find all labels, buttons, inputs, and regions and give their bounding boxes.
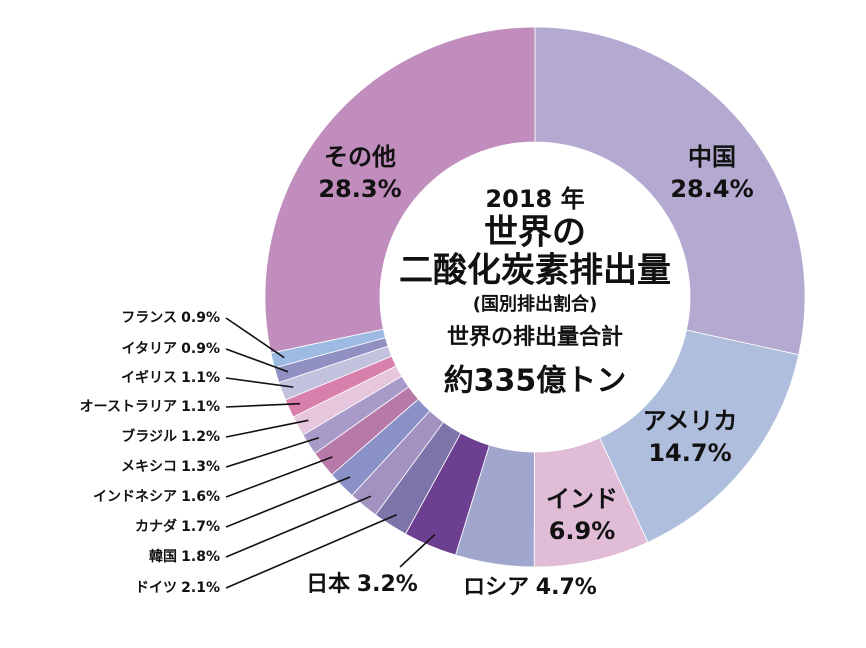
category-label: オーストラリア	[80, 399, 177, 415]
slice-label: ロシア 4.7%	[463, 575, 597, 600]
category-label: 日本	[306, 572, 350, 597]
slice-label: 韓国 1.8%	[149, 548, 220, 565]
value-label: 0.9%	[181, 341, 220, 357]
category-label: インドネシア	[93, 489, 177, 505]
subtitle: (国別排出割合)	[473, 293, 597, 315]
category-label: イタリア	[122, 341, 177, 357]
year: 2018 年	[485, 185, 584, 213]
value-label: 0.9%	[181, 310, 220, 326]
value-label: 1.8%	[181, 549, 220, 565]
category-label: その他	[324, 143, 396, 171]
title-line2: 二酸化炭素排出量	[399, 251, 671, 291]
slice-label: イタリア 0.9%	[122, 341, 220, 357]
center-text: 2018 年 世界の 二酸化炭素排出量 (国別排出割合) 世界の排出量合計 約3…	[399, 185, 671, 399]
segments	[264, 26, 806, 568]
category-label: メキシコ	[121, 459, 177, 475]
category-label: ブラジル	[121, 428, 177, 445]
slice-label: インドネシア 1.6%	[93, 489, 220, 505]
leader-line	[225, 377, 294, 388]
category-label: アメリカ	[643, 407, 738, 435]
value-label: 6.9%	[549, 517, 616, 545]
leader-line	[399, 534, 436, 568]
value-label: 28.4%	[670, 175, 753, 203]
value-label: 14.7%	[648, 439, 731, 467]
total-label: 世界の排出量合計	[447, 324, 623, 350]
leader-line	[225, 495, 372, 558]
category-label: カナダ	[135, 518, 177, 535]
category-label: 中国	[688, 143, 736, 171]
segment	[599, 329, 800, 543]
value-label: 3.2%	[357, 572, 418, 597]
title-line1: 世界の	[484, 213, 586, 253]
leader-line	[225, 402, 301, 408]
value-label: 1.7%	[181, 519, 220, 535]
value-label: 1.3%	[181, 459, 220, 475]
slice-label: ドイツ 2.1%	[135, 580, 220, 596]
category-label: ドイツ	[135, 580, 177, 596]
value-label: 4.7%	[536, 575, 597, 600]
value-label: 1.1%	[181, 399, 220, 415]
slice-label: ブラジル 1.2%	[121, 428, 220, 445]
leader-line	[225, 436, 320, 468]
value-label: 1.6%	[181, 489, 220, 505]
category-label: ロシア	[463, 575, 529, 600]
segment	[264, 26, 536, 354]
slice-label: メキシコ 1.3%	[121, 459, 220, 475]
value-label: 28.3%	[318, 175, 401, 203]
leader-line	[225, 419, 309, 438]
category-label: 韓国	[149, 548, 177, 565]
leader-line	[225, 514, 397, 589]
category-label: インド	[546, 485, 618, 513]
slice-label: オーストラリア 1.1%	[80, 399, 220, 415]
category-label: イギリス	[121, 369, 177, 386]
value-label: 1.1%	[181, 370, 220, 386]
value-label: 2.1%	[181, 580, 220, 596]
category-label: フランス	[121, 310, 177, 326]
leader-line	[225, 348, 289, 373]
segment	[534, 26, 806, 356]
leader-line	[225, 317, 285, 359]
slice-label: カナダ 1.7%	[135, 518, 220, 535]
leader-line	[225, 476, 351, 528]
leader-line	[225, 456, 333, 498]
slice-label: 日本 3.2%	[306, 572, 418, 597]
total: 約335億トン	[444, 364, 627, 399]
value-label: 1.2%	[181, 429, 220, 445]
slice-label: フランス 0.9%	[121, 310, 220, 326]
slice-label: イギリス 1.1%	[121, 369, 220, 386]
